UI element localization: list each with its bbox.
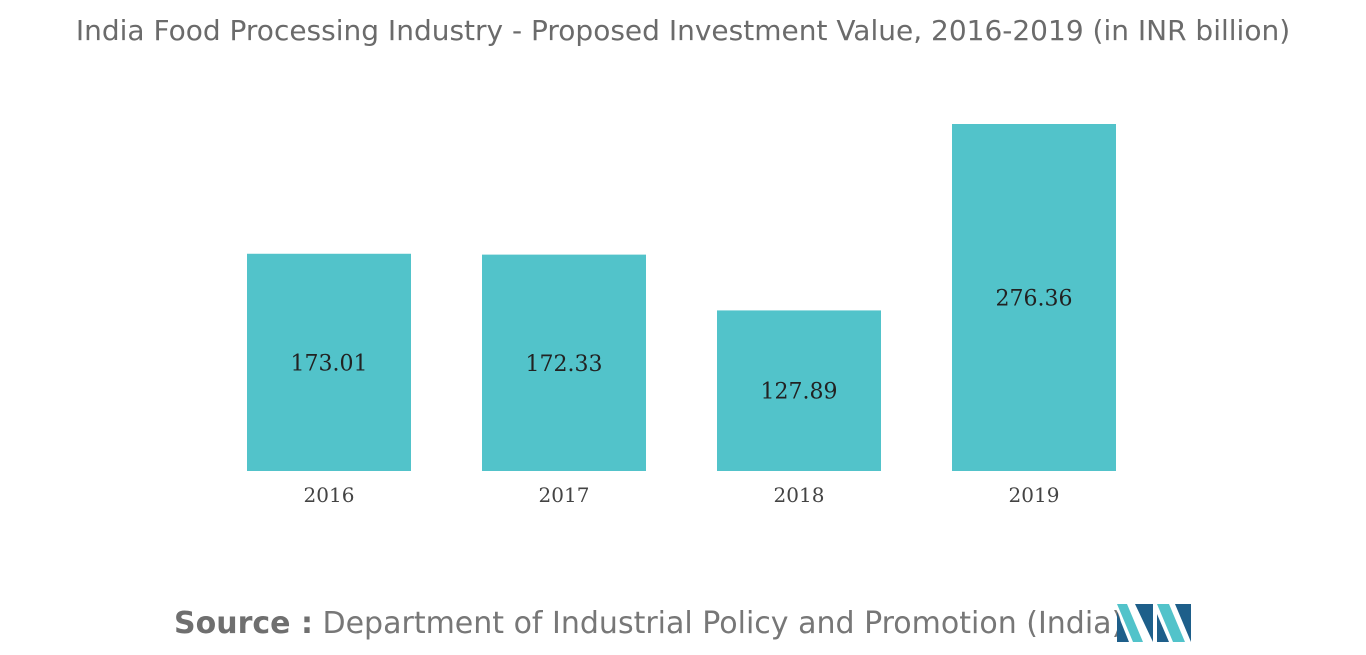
bar-value-label-2019: 276.36 <box>996 287 1073 312</box>
bar-2017 <box>482 254 646 471</box>
chart-title: India Food Processing Industry - Propose… <box>75 14 1291 47</box>
logo-shape-6 <box>1175 604 1191 642</box>
bars-layer <box>247 124 1116 471</box>
logo-shape-5 <box>1157 614 1169 642</box>
logo-shape-4 <box>1157 604 1185 642</box>
x-tick-label-2019: 2019 <box>1009 483 1060 507</box>
mordor-intelligence-logo-icon <box>1117 604 1191 642</box>
bar-value-label-2016: 173.01 <box>291 351 368 376</box>
bar-2016 <box>247 253 411 471</box>
source-text: Department of Industrial Policy and Prom… <box>322 606 1124 641</box>
bar-2018 <box>717 310 881 471</box>
bar-value-label-2018: 127.89 <box>761 380 838 405</box>
source-note: Source : Department of Industrial Policy… <box>174 606 1123 641</box>
x-tick-label-2017: 2017 <box>539 483 590 507</box>
x-tick-label-2018: 2018 <box>774 483 825 507</box>
bar-value-label-2017: 172.33 <box>526 352 603 377</box>
logo-shape-2 <box>1117 612 1129 642</box>
bar-value-labels: 173.01 172.33 127.89 276.36 <box>291 287 1073 405</box>
x-axis-tick-labels: 2016 2017 2018 2019 <box>304 483 1060 507</box>
bar-2019 <box>952 124 1116 471</box>
logo-shape-1 <box>1117 604 1143 642</box>
source-label: Source : <box>174 606 313 641</box>
x-tick-label-2016: 2016 <box>304 483 355 507</box>
logo-shape-3 <box>1135 604 1153 642</box>
